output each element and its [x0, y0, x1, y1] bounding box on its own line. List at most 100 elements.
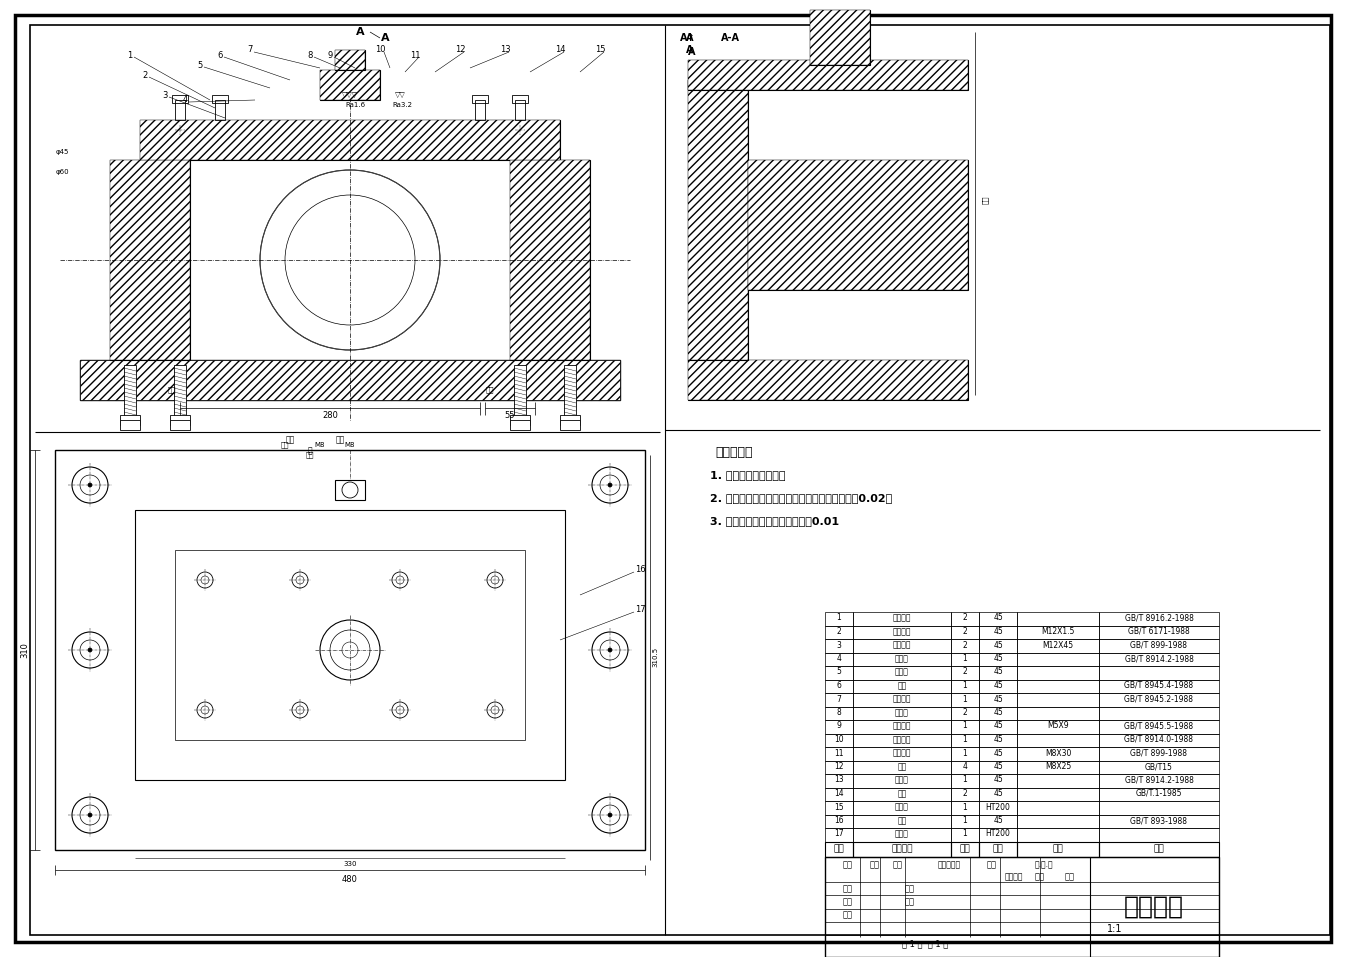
Bar	[1018, 828, 1098, 841]
Bar	[1018, 733, 1098, 747]
Bar	[564, 365, 576, 420]
Text: 310.5: 310.5	[651, 647, 658, 667]
Text: φ45: φ45	[55, 149, 69, 155]
Text: 10: 10	[374, 46, 385, 55]
Bar	[952, 841, 979, 857]
Text: A↑: A↑	[680, 33, 696, 43]
Bar	[1098, 720, 1219, 733]
Bar	[688, 360, 968, 400]
Text: 圆头螺柱: 圆头螺柱	[892, 640, 911, 650]
Bar	[213, 95, 227, 103]
Circle shape	[600, 475, 621, 495]
Bar	[952, 679, 979, 693]
Text: 钻套: 钻套	[281, 442, 289, 448]
Bar	[110, 160, 190, 360]
Text: A: A	[381, 33, 389, 43]
Text: 年.月.日: 年.月.日	[1035, 860, 1054, 870]
Bar	[952, 801, 979, 814]
Circle shape	[260, 170, 440, 350]
Text: M8X25: M8X25	[1044, 762, 1071, 771]
Text: 描图: 描图	[905, 884, 915, 894]
Circle shape	[197, 702, 213, 718]
Text: Ra3.2: Ra3.2	[392, 102, 412, 108]
Text: 1: 1	[962, 735, 968, 744]
Bar	[135, 510, 565, 780]
Text: 3: 3	[163, 91, 168, 100]
Bar	[825, 639, 853, 653]
Text: 16: 16	[835, 816, 844, 825]
Bar	[979, 612, 1018, 626]
Bar	[952, 693, 979, 706]
Bar	[979, 626, 1018, 639]
Bar	[215, 100, 225, 120]
Text: 钻套: 钻套	[335, 435, 345, 444]
Text: 比例: 比例	[1065, 873, 1075, 881]
Circle shape	[396, 576, 404, 584]
Text: 菱形螺母: 菱形螺母	[892, 735, 911, 744]
Text: 序号: 序号	[833, 844, 844, 853]
Bar	[511, 95, 528, 103]
Bar	[175, 550, 525, 740]
Bar	[825, 747, 853, 761]
Bar	[979, 747, 1018, 761]
Circle shape	[600, 805, 621, 825]
Bar	[1098, 733, 1219, 747]
Text: 螺钉: 螺钉	[898, 762, 907, 771]
Text: 钻模: 钻模	[285, 435, 295, 444]
Text: ▽▽▽: ▽▽▽	[342, 92, 358, 98]
Bar	[952, 639, 979, 653]
Text: GB/T 8945.4-1988: GB/T 8945.4-1988	[1124, 681, 1194, 690]
Bar	[853, 666, 952, 679]
Bar	[952, 626, 979, 639]
Circle shape	[71, 632, 108, 668]
Bar	[810, 10, 870, 65]
Bar	[825, 679, 853, 693]
Text: 45: 45	[993, 708, 1003, 717]
Bar	[1018, 841, 1098, 857]
Text: 14: 14	[555, 46, 565, 55]
Text: 4: 4	[962, 762, 968, 771]
Bar	[140, 120, 560, 160]
Text: 备注: 备注	[1154, 844, 1164, 853]
Bar	[1018, 761, 1098, 774]
Text: 1: 1	[837, 613, 841, 622]
Bar	[979, 693, 1018, 706]
Text: 1: 1	[962, 830, 968, 838]
Circle shape	[292, 572, 308, 588]
Circle shape	[296, 576, 304, 584]
Text: 标记: 标记	[843, 860, 853, 870]
Circle shape	[608, 648, 612, 652]
Circle shape	[491, 576, 499, 584]
Text: 1: 1	[962, 681, 968, 690]
Bar	[853, 801, 952, 814]
Circle shape	[87, 483, 92, 487]
Bar	[853, 639, 952, 653]
Bar	[79, 360, 621, 400]
Text: GB/T 899-1988: GB/T 899-1988	[1131, 640, 1187, 650]
Circle shape	[71, 797, 108, 833]
Bar	[853, 679, 952, 693]
Text: M8: M8	[315, 442, 326, 448]
Bar	[1018, 706, 1098, 720]
Text: A: A	[686, 45, 693, 55]
Bar	[853, 720, 952, 733]
Text: 280: 280	[322, 411, 338, 419]
Text: M8X30: M8X30	[1044, 748, 1071, 758]
Bar	[174, 365, 186, 420]
Text: 2: 2	[962, 667, 968, 677]
Text: 8: 8	[837, 708, 841, 717]
Text: 6: 6	[217, 51, 222, 59]
Bar	[688, 60, 968, 90]
Bar	[825, 801, 853, 814]
Text: 数量: 数量	[960, 844, 970, 853]
Bar	[140, 120, 560, 160]
Text: 总高: 总高	[981, 196, 988, 204]
Text: HT200: HT200	[985, 830, 1011, 838]
Bar	[514, 365, 526, 420]
Text: GB/T 8945.2-1988: GB/T 8945.2-1988	[1124, 695, 1194, 703]
Text: 10: 10	[835, 735, 844, 744]
Text: 标准螺钉: 标准螺钉	[892, 722, 911, 730]
Bar	[979, 706, 1018, 720]
Bar	[516, 100, 525, 120]
Bar	[170, 420, 190, 430]
